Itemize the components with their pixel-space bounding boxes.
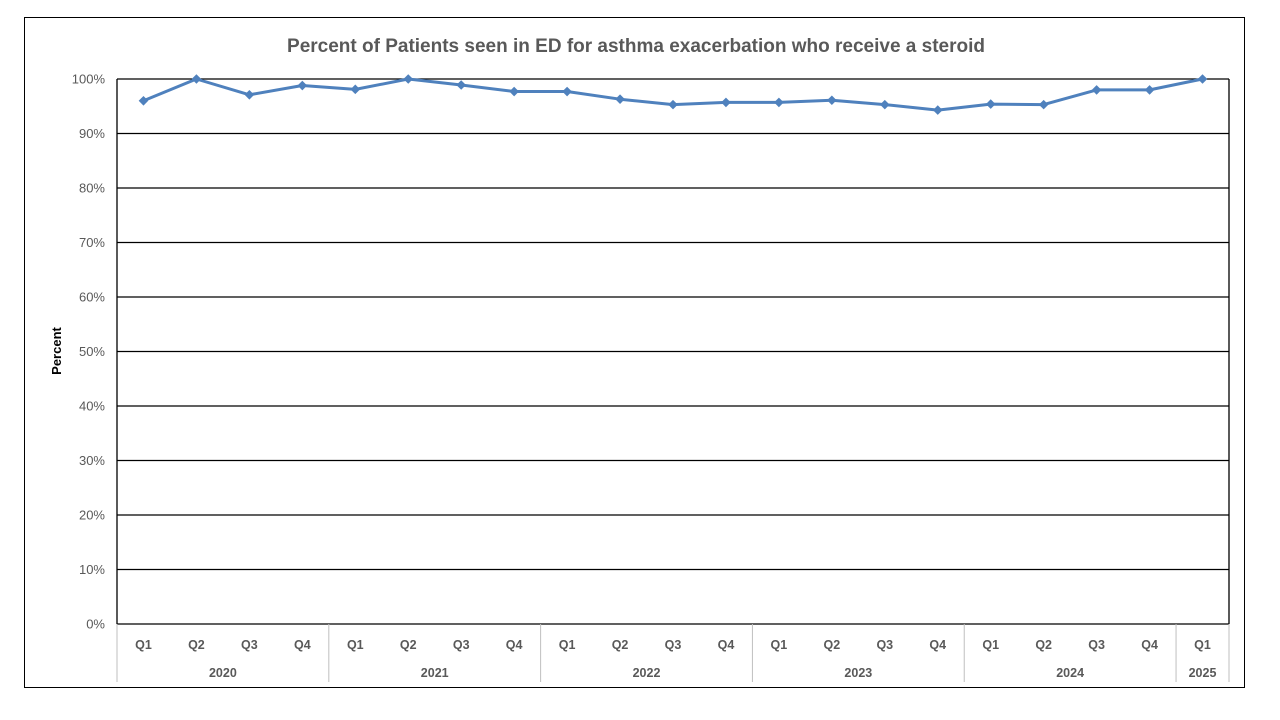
x-tick-label: Q1	[559, 638, 576, 652]
data-point-marker	[932, 105, 943, 115]
data-point-marker	[138, 96, 149, 106]
data-point-marker	[774, 97, 784, 108]
x-tick-label: Q1	[135, 638, 152, 652]
x-tick-label: Q4	[506, 638, 523, 652]
y-tick-label: 0%	[86, 617, 105, 632]
y-tick-label: 50%	[79, 344, 105, 359]
data-point-marker	[350, 84, 361, 95]
series-layer	[138, 74, 1208, 115]
x-tick-label: Q2	[400, 638, 417, 652]
data-point-marker	[615, 94, 625, 104]
x-tick-label: Q2	[824, 638, 841, 652]
data-point-marker	[456, 80, 466, 90]
y-tick-label: 70%	[79, 235, 105, 250]
data-point-marker	[403, 74, 414, 84]
y-tick-label: 40%	[79, 399, 105, 414]
data-point-marker	[668, 99, 678, 110]
x-tick-label: Q2	[612, 638, 629, 652]
data-point-marker	[1038, 99, 1049, 110]
x-tick-label: Q3	[876, 638, 893, 652]
year-group-label: 2020	[209, 666, 237, 680]
y-tick-label: 60%	[79, 290, 105, 305]
year-group-label: 2021	[421, 666, 449, 680]
x-tick-label: Q1	[1194, 638, 1211, 652]
x-tick-label: Q4	[929, 638, 946, 652]
x-tick-label: Q2	[188, 638, 205, 652]
data-point-marker	[297, 80, 308, 91]
year-group-label: 2022	[633, 666, 661, 680]
y-axis-label: Percent	[49, 326, 64, 374]
chart-title: Percent of Patients seen in ED for asthm…	[287, 36, 985, 57]
data-point-marker	[985, 99, 996, 109]
data-point-marker	[1197, 74, 1208, 84]
data-point-marker	[562, 86, 572, 97]
y-tick-label: 30%	[79, 453, 105, 468]
chart-frame: Percent of Patients seen in ED for asthm…	[24, 17, 1245, 688]
gridlines	[116, 78, 1230, 625]
x-tick-label: Q4	[718, 638, 735, 652]
year-group-label: 2024	[1056, 666, 1084, 680]
x-tick-label: Q3	[241, 638, 258, 652]
y-tick-label: 90%	[79, 126, 105, 141]
data-point-marker	[1091, 85, 1102, 95]
year-group-label: 2025	[1189, 666, 1217, 680]
data-point-marker	[191, 74, 202, 84]
y-tick-label: 80%	[79, 181, 105, 196]
data-point-marker	[509, 86, 519, 97]
data-point-marker	[1144, 85, 1155, 95]
x-tick-label: Q1	[982, 638, 999, 652]
x-tick-label: Q4	[1141, 638, 1158, 652]
x-tick-label: Q3	[453, 638, 470, 652]
y-axis-ticks: 0% 10% 20% 30% 40% 50% 60% 70% 80% 90% 100%	[72, 72, 106, 632]
data-point-marker	[827, 95, 837, 106]
year-group-label: 2023	[844, 666, 872, 680]
line-chart: Percent of Patients seen in ED for asthm…	[49, 36, 1230, 682]
y-tick-label: 10%	[79, 562, 105, 577]
x-tick-label: Q1	[771, 638, 788, 652]
y-tick-label: 20%	[79, 508, 105, 523]
x-tick-label: Q2	[1035, 638, 1052, 652]
y-tick-label: 100%	[72, 72, 106, 87]
x-tick-label: Q1	[347, 638, 364, 652]
data-point-marker	[721, 97, 731, 108]
x-tick-label: Q4	[294, 638, 311, 652]
x-axis: Q1 Q2 Q3 Q4 Q1 Q2 Q3 Q4 Q1 Q2 Q3 Q4 Q1 Q2 Q3 Q4 Q1 Q2 Q3 Q4…	[116, 624, 1230, 682]
x-tick-label: Q3	[665, 638, 682, 652]
data-point-marker	[244, 90, 255, 100]
data-point-marker	[880, 99, 890, 110]
x-tick-label: Q3	[1088, 638, 1105, 652]
